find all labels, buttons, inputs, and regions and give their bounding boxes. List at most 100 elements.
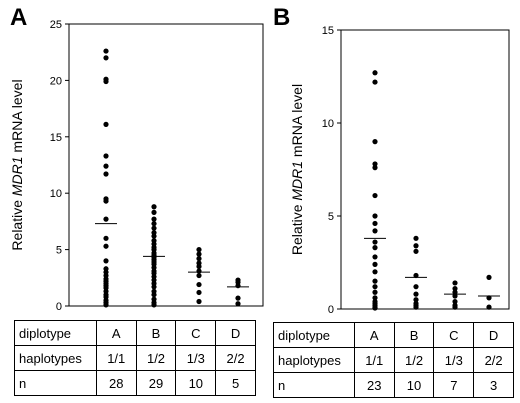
- panel-b-y-axis-label: Relative MDR1 mRNA level: [289, 84, 305, 255]
- panel-b-data-point-d: [486, 274, 492, 280]
- table-cell: B: [135, 320, 177, 346]
- panel-b-data-point-a: [372, 139, 378, 145]
- panel-a-data-point-a: [103, 216, 109, 222]
- table-cell: 23: [353, 372, 395, 398]
- table-cell: 2/2: [473, 347, 514, 373]
- panel-b-data-point-b: [413, 304, 419, 310]
- panel-a-data-point-d: [235, 301, 241, 307]
- panel-a-data-point-a: [103, 302, 109, 308]
- table-cell: 1/1: [353, 347, 395, 373]
- panel-a-data-point-b: [151, 302, 157, 308]
- panel-a-data-point-c: [196, 298, 202, 305]
- panel-b-data-point-a: [372, 245, 378, 251]
- table-cell: 1/2: [135, 345, 177, 371]
- panel-b-data-point-a: [372, 254, 378, 260]
- table-cell: 1/3: [433, 347, 475, 373]
- table-cell: 10: [393, 372, 435, 398]
- table-cell: C: [433, 322, 475, 348]
- panel-a-data-point-b: [151, 204, 157, 210]
- panel-a-y-tick-label: 25: [50, 19, 62, 31]
- panel-b-data-point-c: [452, 304, 458, 310]
- table-cell: 28: [95, 370, 137, 396]
- panel-a-data-point-a: [103, 171, 109, 177]
- panel-a-data-point-c: [196, 268, 202, 274]
- panel-b-data-point-b: [413, 284, 419, 290]
- panel-a-data-point-c: [196, 272, 202, 279]
- panel-a-y-tick-label: 10: [50, 188, 62, 200]
- panel-b-data-point-a: [372, 289, 378, 295]
- panel-b-data-point-c: [452, 280, 458, 286]
- panel-a-y-tick-label: 15: [50, 132, 62, 144]
- panel-b-data-point-b: [413, 297, 419, 303]
- panel-a-data-point-b: [151, 284, 157, 290]
- panel-b-data-point-a: [372, 79, 378, 85]
- table-cell: 2/2: [215, 345, 256, 371]
- row-label: haplotypes: [14, 345, 97, 371]
- panel-b-data-point-d: [486, 295, 492, 301]
- panel-a-data-point-a: [103, 55, 109, 61]
- panel-a-data-point-a: [103, 198, 109, 204]
- panel-a-data-point-a: [103, 121, 109, 127]
- panel-b-data-point-a: [372, 220, 378, 227]
- table-row: haplotypes 1/1 1/2 1/3 2/2: [14, 345, 256, 371]
- panel-a-y-tick-label: 20: [50, 75, 62, 87]
- panel-a-data-point-a: [103, 258, 109, 264]
- panel-a-data-point-a: [103, 78, 109, 85]
- panel-label-a: A: [10, 4, 28, 31]
- chart-area: 0 5 10 15 20 25 Relative MDR1 mRNA level 0 5 10 15…: [9, 19, 510, 316]
- panel-a-data-point-b: [151, 233, 157, 239]
- panel-b-data-point-a: [372, 70, 378, 76]
- table-cell: 29: [135, 370, 177, 396]
- panel-b-data-point-a: [372, 278, 378, 284]
- panel-b-data-point-a: [372, 165, 378, 171]
- panel-a-y-axis-label: Relative MDR1 mRNA level: [9, 79, 25, 250]
- panel-b-data-point-a: [372, 228, 378, 234]
- panel-a-data-point-b: [151, 292, 157, 298]
- panel-label-b: B: [273, 4, 291, 31]
- table-row: haplotypes 1/1 1/2 1/3 2/2: [273, 347, 514, 373]
- panel-a-plot-frame: [68, 23, 264, 307]
- panel-a-data-point-c: [196, 289, 202, 296]
- panel-b-y-tick-label: 10: [322, 118, 334, 130]
- table-cell: 1/1: [95, 345, 137, 371]
- panel-a-data-point-a: [103, 153, 109, 159]
- panel-b-data-point-c: [452, 285, 458, 292]
- panel-b-data-point-c: [452, 289, 458, 295]
- table-cell: 10: [175, 370, 217, 396]
- panel-a-data-point-a: [103, 163, 109, 169]
- panel-b-data-point-b: [413, 272, 419, 279]
- table-row: n 23 10 7 3: [273, 372, 514, 398]
- panel-b-data-point-a: [372, 261, 378, 267]
- panel-a-data-point-a: [103, 243, 109, 249]
- panel-a-data-point-b: [151, 225, 157, 231]
- panel-a-y-tick-label: 0: [56, 301, 62, 313]
- panel-a-data-point-c: [196, 281, 202, 288]
- panel-b-data-point-b: [413, 235, 419, 241]
- panel-b-data-point-b: [413, 248, 419, 254]
- table-cell: C: [175, 320, 217, 346]
- panel-a-data-point-c: [196, 247, 202, 253]
- panel-b-data-point-a: [372, 192, 378, 199]
- table-cell: B: [393, 322, 435, 348]
- panel-b-data-point-a: [372, 284, 378, 290]
- panel-b-data-point-d: [486, 304, 492, 310]
- panel-a-data-point-c: [196, 263, 202, 270]
- table-cell: 1/3: [175, 345, 217, 371]
- panel-a-data-point-b: [151, 221, 157, 227]
- panel-b-data-point-a: [372, 239, 378, 245]
- panel-b-y-tick-label: 5: [328, 211, 334, 223]
- table-cell: D: [215, 320, 256, 346]
- panel-b-data-point-b: [413, 291, 419, 297]
- panel-a-data-point-b: [151, 209, 157, 215]
- panel-b-data-point-a: [372, 295, 378, 301]
- table-cell: D: [473, 322, 514, 348]
- panel-a-data-point-b: [151, 216, 157, 222]
- table-row: n 28 29 10 5: [14, 370, 256, 396]
- panel-a-data-point-a: [103, 235, 109, 241]
- panel-a-y-tick-label: 5: [56, 245, 62, 257]
- panel-b-y-tick-label: 15: [322, 25, 334, 37]
- panel-a-data-point-a: [103, 48, 109, 54]
- row-label: diplotype: [273, 322, 355, 348]
